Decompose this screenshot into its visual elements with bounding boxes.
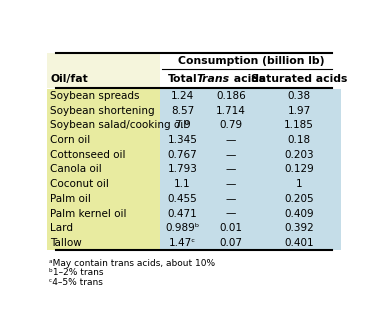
Text: Canola oil: Canola oil — [50, 164, 102, 174]
Text: 1.185: 1.185 — [284, 120, 314, 130]
Bar — [47, 147, 160, 162]
Text: 1.345: 1.345 — [168, 135, 197, 145]
Text: Lard: Lard — [50, 223, 73, 233]
Text: 1.24: 1.24 — [171, 91, 194, 101]
Text: 0.401: 0.401 — [284, 238, 314, 248]
Bar — [47, 221, 160, 236]
Text: 0.129: 0.129 — [284, 164, 314, 174]
Text: Soybean shortening: Soybean shortening — [50, 106, 155, 116]
Text: Total: Total — [168, 74, 197, 84]
Text: 1.97: 1.97 — [288, 106, 311, 116]
Text: 1.1: 1.1 — [174, 179, 191, 189]
Text: 0.767: 0.767 — [168, 150, 197, 160]
Bar — [47, 206, 160, 221]
Text: Tallow: Tallow — [50, 238, 82, 248]
Bar — [47, 133, 160, 147]
Bar — [160, 103, 341, 118]
Text: Cottonseed oil: Cottonseed oil — [50, 150, 126, 160]
Text: Saturated acids: Saturated acids — [251, 74, 348, 84]
Text: ᵇ1–2% trans: ᵇ1–2% trans — [49, 268, 103, 277]
Bar — [160, 89, 341, 103]
Text: 8.57: 8.57 — [171, 106, 194, 116]
Bar — [47, 89, 160, 103]
Text: 0.471: 0.471 — [168, 209, 197, 218]
Text: 0.07: 0.07 — [219, 238, 243, 248]
Bar — [160, 133, 341, 147]
Text: 0.392: 0.392 — [284, 223, 314, 233]
Text: Trans: Trans — [196, 74, 230, 84]
Bar — [47, 177, 160, 191]
Text: 0.186: 0.186 — [216, 91, 246, 101]
Text: Coconut oil: Coconut oil — [50, 179, 109, 189]
Bar — [160, 236, 341, 250]
Text: Palm oil: Palm oil — [50, 194, 91, 204]
Text: 0.205: 0.205 — [284, 194, 314, 204]
Text: 1.714: 1.714 — [216, 106, 246, 116]
Bar — [160, 191, 341, 206]
Text: 1.793: 1.793 — [168, 164, 197, 174]
Text: Consumption (billion lb): Consumption (billion lb) — [177, 56, 324, 66]
Bar — [47, 103, 160, 118]
Bar — [47, 191, 160, 206]
Text: 0.18: 0.18 — [288, 135, 311, 145]
Text: Oil/fat: Oil/fat — [50, 74, 88, 84]
Text: —: — — [226, 209, 236, 218]
Bar — [160, 162, 341, 177]
Bar — [47, 118, 160, 133]
Text: —: — — [226, 135, 236, 145]
Text: —: — — [226, 179, 236, 189]
Text: 0.01: 0.01 — [219, 223, 243, 233]
Bar — [160, 118, 341, 133]
Text: acids: acids — [230, 74, 265, 84]
Text: 0.409: 0.409 — [284, 209, 314, 218]
Text: —: — — [226, 164, 236, 174]
Text: 0.38: 0.38 — [288, 91, 311, 101]
Text: 0.203: 0.203 — [284, 150, 314, 160]
Text: ᶜ4–5% trans: ᶜ4–5% trans — [49, 278, 103, 287]
Text: ᵃMay contain trans acids, about 10%: ᵃMay contain trans acids, about 10% — [49, 259, 215, 267]
Bar — [47, 236, 160, 250]
Bar — [160, 206, 341, 221]
Bar — [47, 53, 160, 88]
Text: 1: 1 — [296, 179, 302, 189]
Text: —: — — [226, 194, 236, 204]
Text: 7.9: 7.9 — [174, 120, 191, 130]
Text: —: — — [226, 150, 236, 160]
Text: 0.455: 0.455 — [168, 194, 197, 204]
Bar — [160, 177, 341, 191]
Text: 0.989ᵇ: 0.989ᵇ — [165, 223, 200, 233]
Text: Corn oil: Corn oil — [50, 135, 91, 145]
Text: Soybean salad/cooking oilᵃ: Soybean salad/cooking oilᵃ — [50, 120, 191, 130]
Bar — [47, 162, 160, 177]
Text: Palm kernel oil: Palm kernel oil — [50, 209, 127, 218]
Text: 1.47ᶜ: 1.47ᶜ — [169, 238, 196, 248]
Bar — [160, 221, 341, 236]
Text: 0.79: 0.79 — [219, 120, 243, 130]
Text: Soybean spreads: Soybean spreads — [50, 91, 140, 101]
Bar — [160, 147, 341, 162]
